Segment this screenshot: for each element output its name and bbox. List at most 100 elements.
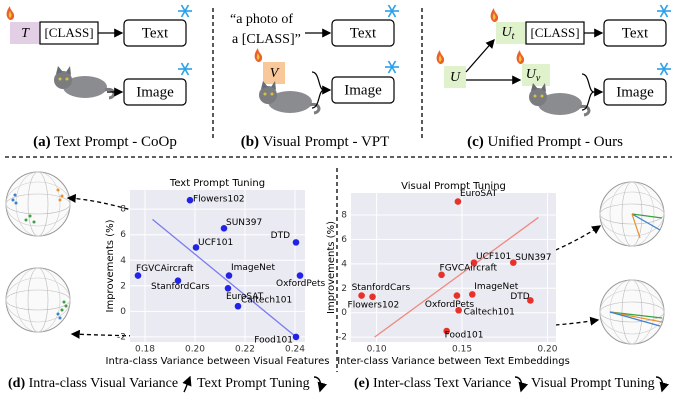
point <box>134 272 142 279</box>
point-label: Caltech101 <box>464 308 515 318</box>
caption-tag: (b) <box>241 134 259 150</box>
point-label: ImageNet <box>231 263 275 273</box>
point-label: SUN397 <box>515 253 551 263</box>
point-label: UCF101 <box>476 252 511 262</box>
prompt-token: T <box>21 26 30 41</box>
caption-text: Text Prompt - CoOp <box>54 134 177 150</box>
point-label: Food101 <box>254 335 293 345</box>
image-encoder: Image <box>616 84 654 100</box>
x-tick-label: 0.15 <box>452 345 472 355</box>
point-label: DTD <box>271 231 290 241</box>
point-label: Caltech101 <box>241 296 292 306</box>
caption: (c) Unified Prompt - Ours <box>467 134 623 150</box>
point <box>292 239 300 246</box>
point-label: Flowers102 <box>193 195 245 205</box>
y-tick-label: 8 <box>341 210 347 220</box>
subscript: t <box>512 31 515 42</box>
text-encoder: Text <box>142 25 169 41</box>
point-label: EuroSAT <box>460 189 498 199</box>
caption-text: Text Prompt Tuning <box>197 376 310 391</box>
point-label: StanfordCars <box>352 283 411 293</box>
point <box>369 293 376 301</box>
point <box>527 297 534 304</box>
point <box>443 327 450 335</box>
plot-area <box>130 190 305 342</box>
point-label: ImageNet <box>474 282 518 292</box>
prompt-text: a [CLASS]” <box>232 32 301 47</box>
caption-tag: (a) <box>33 134 51 150</box>
caption-text: Visual Prompt - VPT <box>263 134 390 150</box>
chart-title: Text Prompt Tuning <box>169 178 265 189</box>
point <box>438 271 445 279</box>
caption-text: Inter-class Text Variance <box>373 376 511 391</box>
unified-prompt: U <box>450 70 461 85</box>
text-encoder: Text <box>622 25 649 41</box>
token: U <box>502 25 513 40</box>
caption-tag: (c) <box>467 134 484 150</box>
point-label: OxfordPets <box>276 279 326 289</box>
y-tick-label: 0 <box>120 307 126 317</box>
y-tick-label: -2 <box>117 332 126 342</box>
point <box>224 285 232 292</box>
point-label: Flowers102 <box>348 300 400 310</box>
point <box>509 259 517 266</box>
point-label: OxfordPets <box>425 300 475 310</box>
point <box>192 244 200 251</box>
chart-title: Visual Prompt Tuning <box>401 181 506 192</box>
point <box>186 196 194 204</box>
image-encoder: Image <box>136 84 174 100</box>
caption-tag: (e) <box>354 376 370 391</box>
caption: (d) Intra-class Visual Variance <box>8 376 178 391</box>
token: U <box>526 67 537 82</box>
y-tick-label: 4 <box>120 256 126 266</box>
point <box>470 259 478 266</box>
prompt-box <box>263 62 285 84</box>
prompt-box <box>444 66 466 88</box>
text-encoder: Text <box>350 25 377 41</box>
y-tick-label: 6 <box>341 235 347 245</box>
subscript: v <box>536 73 541 84</box>
x-tick-label: 0.20 <box>185 345 205 355</box>
trend-line <box>152 218 297 338</box>
y-tick-label: 2 <box>120 281 126 291</box>
trend-line <box>374 216 539 338</box>
point <box>455 306 462 314</box>
caption-text: Intra-class Visual Variance <box>29 376 178 391</box>
class-token: [CLASS] <box>44 25 93 40</box>
point-label: DTD <box>510 292 529 302</box>
x-tick-label: 0.20 <box>537 345 557 355</box>
point <box>225 272 233 279</box>
x-tick-label: 0.10 <box>367 345 387 355</box>
prompt-box <box>522 64 550 86</box>
caption-text: Visual Prompt Tuning <box>531 376 655 391</box>
y-tick-label: -2 <box>338 333 347 343</box>
y-tick-label: 4 <box>341 259 347 269</box>
prompt-text: “a photo of <box>230 12 293 27</box>
point <box>174 277 182 284</box>
point-label: SUN397 <box>226 218 262 228</box>
point <box>234 302 242 310</box>
point-label: FGVCAircraft <box>440 263 498 273</box>
caption-text: Unified Prompt - Ours <box>488 134 624 150</box>
caption: (a) Text Prompt - CoOp <box>33 134 177 150</box>
point <box>468 291 476 298</box>
y-axis-label: Improvements (%) <box>105 219 116 312</box>
point <box>358 292 365 299</box>
point <box>220 225 228 232</box>
y-tick-label: 2 <box>341 284 347 294</box>
caption-tag: (d) <box>8 376 25 391</box>
text-prompt: Ut <box>502 25 515 42</box>
prompt-box <box>496 22 526 44</box>
prompt-box <box>10 22 40 44</box>
x-axis-label: Inter-class Variance between Text Embedd… <box>337 356 570 367</box>
y-tick-label: 8 <box>120 205 126 215</box>
point-label: StanfordCars <box>151 282 210 292</box>
x-tick-label: 0.22 <box>235 345 255 355</box>
x-axis-label: Intra-class Variance between Visual Feat… <box>106 356 330 367</box>
point-label: EuroSAT <box>226 292 264 302</box>
x-tick-label: 0.24 <box>285 345 305 355</box>
visual-prompt: Uv <box>526 67 541 84</box>
point <box>292 333 300 341</box>
point <box>454 198 462 205</box>
